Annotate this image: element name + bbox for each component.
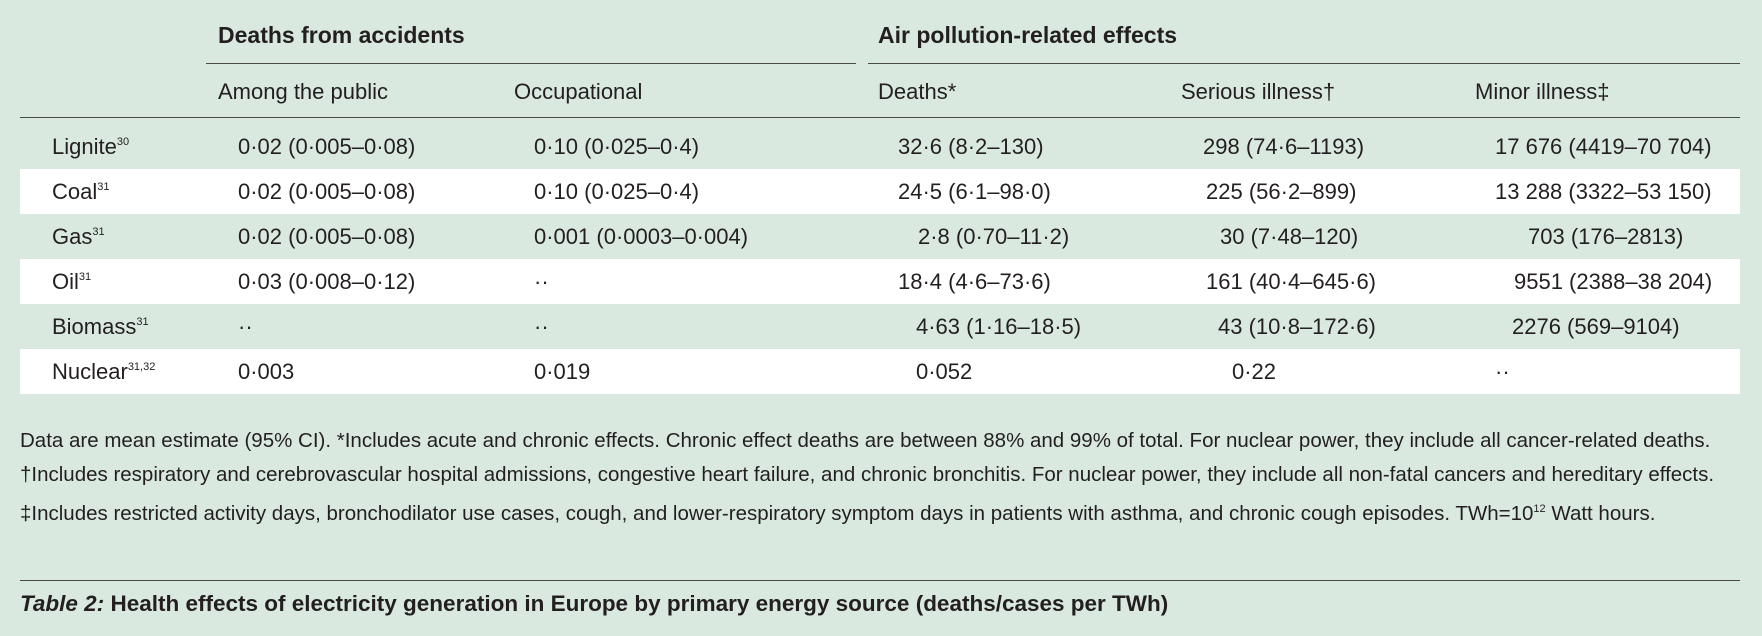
table-footnote: Data are mean estimate (95% CI). *Includ…	[20, 429, 1715, 525]
table-cell: 0·10 (0·025–0·4)	[534, 179, 700, 204]
table-cell: 17 676 (4419–70 704)	[1495, 134, 1712, 159]
table-title: Health effects of electricity generation…	[104, 591, 1169, 616]
table-caption: Table 2: Health effects of electricity g…	[20, 591, 1168, 617]
table-cell: 161 (40·4–645·6)	[1206, 269, 1377, 294]
table-cell: 13 288 (3322–53 150)	[1495, 179, 1712, 204]
table-cell: 32·6 (8·2–130)	[898, 134, 1044, 159]
row-label: Coal31	[52, 179, 110, 204]
table-cell: ··	[534, 314, 549, 339]
row-label: Biomass31	[52, 314, 149, 339]
table-cell: 24·5 (6·1–98·0)	[898, 179, 1051, 204]
table-cell: 0·019	[534, 359, 591, 384]
table-cell: 0·02 (0·005–0·08)	[238, 179, 416, 204]
table-row: Oil31 0·03 (0·008–0·12) ·· 18·4 (4·6–73·…	[20, 259, 1740, 304]
table-row: Biomass31 ·· ·· 4·63 (1·16–18·5) 43 (10·…	[20, 304, 1740, 349]
table-row: Coal31 0·02 (0·005–0·08) 0·10 (0·025–0·4…	[20, 169, 1740, 214]
table-cell: 225 (56·2–899)	[1206, 179, 1357, 204]
table-cell: 0·001 (0·0003–0·004)	[534, 224, 749, 249]
row-label: Lignite30	[52, 134, 130, 159]
column-header-occupational: Occupational	[514, 79, 643, 104]
group-header-accidents: Deaths from accidents	[218, 22, 465, 48]
table-cell: 0·10 (0·025–0·4)	[534, 134, 700, 159]
column-header-among-public: Among the public	[218, 79, 388, 104]
table-cell: 9551 (2388–38 204)	[1514, 269, 1713, 294]
caption-rule	[20, 580, 1740, 581]
row-label: Oil31	[52, 269, 92, 294]
table-cell: 703 (176–2813)	[1528, 224, 1684, 249]
row-label: Nuclear31,32	[52, 359, 156, 384]
group-header-air-pollution: Air pollution-related effects	[878, 22, 1178, 48]
header-rule	[20, 117, 1740, 118]
table-cell: 0·02 (0·005–0·08)	[238, 134, 416, 159]
table-cell: 0·052	[916, 359, 973, 384]
table-cell: 0·03 (0·008–0·12)	[238, 269, 416, 294]
table-cell: 18·4 (4·6–73·6)	[898, 269, 1051, 294]
row-label: Gas31	[52, 224, 105, 249]
table-cell: ··	[1495, 359, 1510, 384]
group-rule-accidents	[206, 63, 856, 64]
table-cell: ··	[238, 314, 253, 339]
table-row: Lignite30 0·02 (0·005–0·08) 0·10 (0·025–…	[20, 124, 1740, 169]
table-cell: 298 (74·6–1193)	[1203, 134, 1365, 159]
column-header-minor-illness: Minor illness‡	[1475, 79, 1610, 104]
table-cell: 2276 (569–9104)	[1512, 314, 1680, 339]
column-header-serious-illness: Serious illness†	[1181, 79, 1336, 104]
table-number: Table 2:	[20, 591, 105, 616]
table-row: Gas31 0·02 (0·005–0·08) 0·001 (0·0003–0·…	[20, 214, 1740, 259]
column-header-deaths: Deaths*	[878, 79, 957, 104]
table-cell: 4·63 (1·16–18·5)	[916, 314, 1082, 339]
table-cell: 30 (7·48–120)	[1220, 224, 1359, 249]
table-cell: 0·02 (0·005–0·08)	[238, 224, 416, 249]
table-row: Nuclear31,32 0·003 0·019 0·052 0·22 ··	[20, 349, 1740, 394]
table-cell: 43 (10·8–172·6)	[1218, 314, 1376, 339]
table-cell: 0·22	[1232, 359, 1277, 384]
table-cell: 0·003	[238, 359, 295, 384]
group-rule-air-pollution	[868, 63, 1740, 64]
table-cell: ··	[534, 269, 549, 294]
table-cell: 2·8 (0·70–11·2)	[918, 224, 1070, 249]
